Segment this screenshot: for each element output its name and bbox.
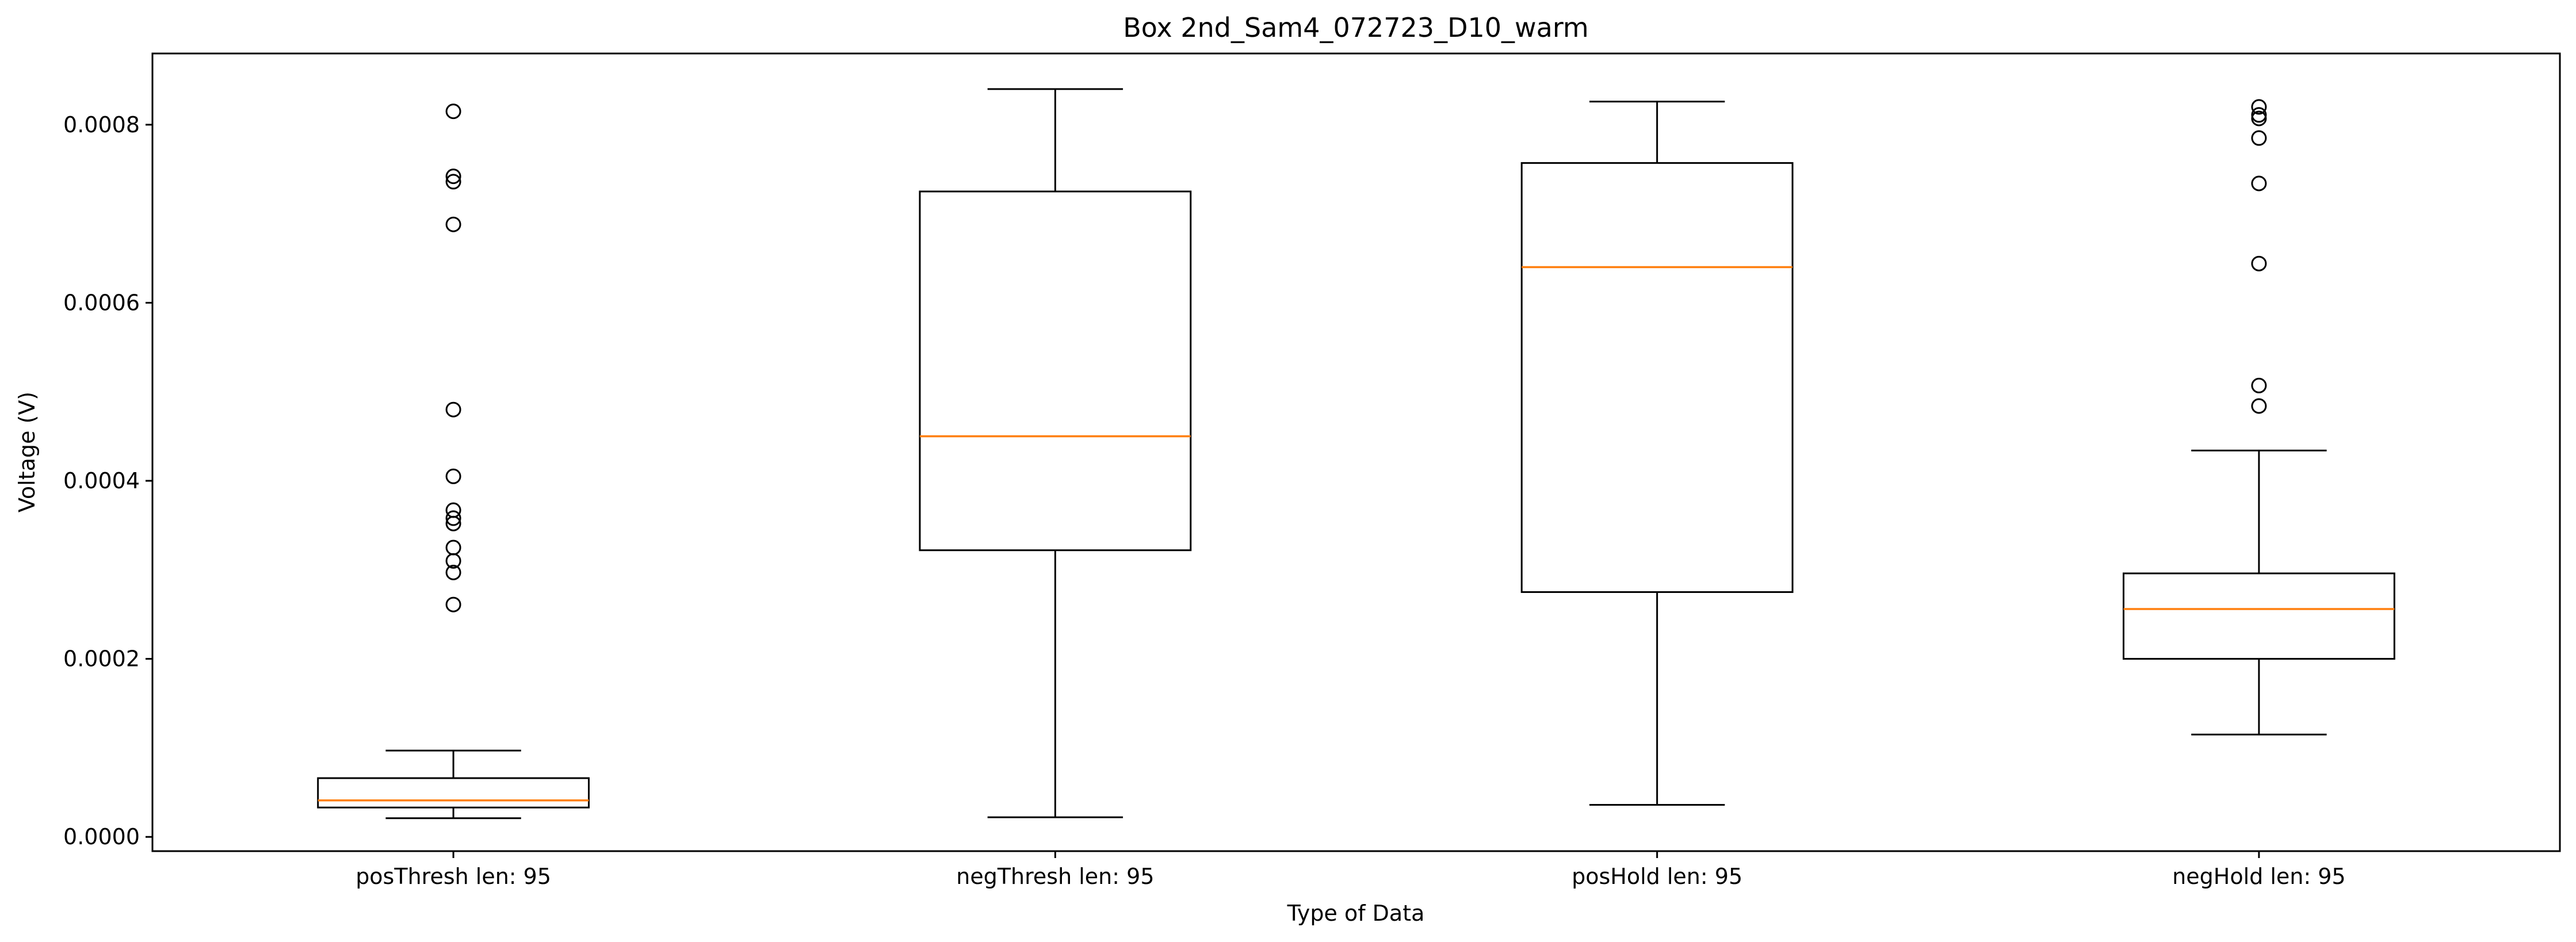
box-group-1 [317,104,590,820]
plot-area-frame [151,52,2561,852]
outlier-point [445,596,461,612]
outlier-point [2251,255,2267,271]
outlier-point [2251,175,2267,192]
y-axis: 0.0000 0.0002 0.0004 0.0006 0.0008 [63,112,152,849]
outlier-point [2251,130,2267,146]
box-group-2 [919,88,1192,818]
outlier-point [2251,99,2267,115]
chart-title: Box 2nd_Sam4_072723_D10_warm [1123,12,1589,43]
y-tick-label: 0.0006 [63,290,140,315]
outlier-point [445,104,461,120]
outlier-point [445,510,461,526]
outlier-point [445,174,461,190]
outlier-point [445,216,461,232]
outlier-point [2251,107,2267,123]
outlier-point [445,539,461,556]
y-tick-label: 0.0000 [63,824,140,849]
outlier-point [2251,398,2267,414]
x-axis-label: Type of Data [1287,901,1425,926]
iqr-box [317,777,590,809]
outlier-point [445,502,461,518]
y-axis-label: Voltage (V) [14,392,40,512]
iqr-box [2122,572,2395,660]
outlier-point [2251,377,2267,393]
chart-marks [317,88,2395,820]
iqr-box [1520,162,1794,593]
outlier-point [445,468,461,484]
outlier-point [445,515,461,531]
outlier-point [445,401,461,418]
y-tick-label: 0.0008 [63,112,140,137]
box-group-4 [2122,99,2395,736]
outlier-point [445,169,461,185]
x-tick-label: posHold len: 95 [1572,864,1742,889]
outlier-point [445,564,461,580]
outlier-point [2251,110,2267,127]
box-group-3 [1520,101,1794,806]
x-tick-label: negHold len: 95 [2172,864,2345,889]
outlier-point [445,553,461,569]
y-tick-label: 0.0004 [63,468,140,493]
x-axis: posThresh len: 95 negThresh len: 95 posHol… [356,851,2346,889]
x-tick-label: posThresh len: 95 [356,864,551,889]
iqr-box [919,190,1192,552]
y-tick-label: 0.0002 [63,646,140,672]
x-tick-label: negThresh len: 95 [956,864,1154,889]
